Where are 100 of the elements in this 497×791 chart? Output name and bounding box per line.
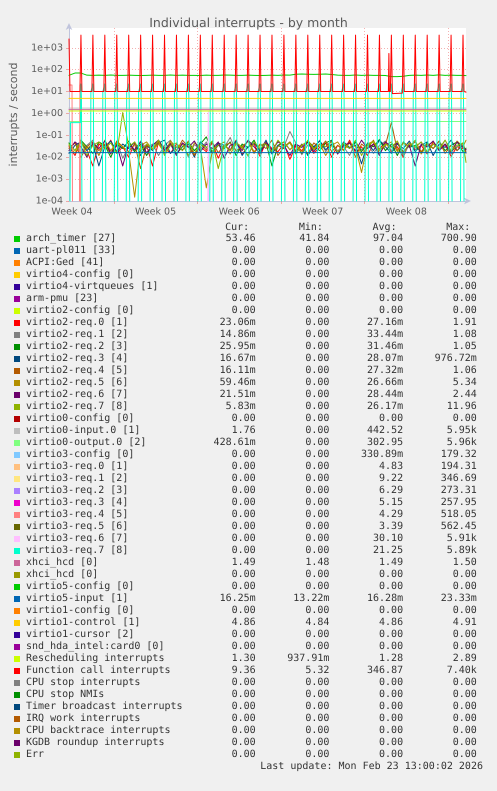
text: 0.00 bbox=[305, 569, 330, 581]
text: 7.40k bbox=[446, 665, 477, 677]
x-tick-label: Week 04 bbox=[51, 206, 93, 218]
legend-label: virtio1-cursor [2] bbox=[26, 629, 134, 641]
text: 0.00 bbox=[305, 737, 330, 749]
text: 27.16m bbox=[366, 317, 404, 329]
text: 1.30 bbox=[232, 653, 256, 665]
text: 0.00 bbox=[232, 605, 256, 617]
legend-label: virtio5-config [0] bbox=[26, 581, 134, 593]
text: 0.00 bbox=[452, 413, 477, 425]
text: 5.83m bbox=[226, 401, 256, 413]
legend-label: virtio3-req.1 [2] bbox=[26, 473, 128, 485]
text: 3.39 bbox=[379, 521, 404, 533]
text: 0.00 bbox=[232, 257, 256, 269]
text: 0.00 bbox=[379, 569, 404, 581]
legend-label: KGDB roundup interrupts bbox=[26, 737, 164, 749]
text: 5.32 bbox=[305, 665, 330, 677]
legend-label: virtio0-input.0 [1] bbox=[26, 425, 140, 437]
text: 518.05 bbox=[440, 509, 477, 521]
text: 0.00 bbox=[305, 629, 330, 641]
y-tick-label: 1e-01 bbox=[36, 130, 63, 141]
text: 23.06m bbox=[220, 317, 256, 329]
legend-label: virtio3-req.4 [5] bbox=[26, 509, 128, 521]
legend-label: virtio2-req.6 [7] bbox=[26, 389, 128, 401]
legend-label: virtio2-req.3 [4] bbox=[26, 353, 128, 365]
text: 0.00 bbox=[305, 305, 330, 317]
text: 0.00 bbox=[305, 425, 330, 437]
text: 13.22m bbox=[293, 593, 330, 605]
text: 21.51m bbox=[220, 389, 256, 401]
text: 0.00 bbox=[305, 413, 330, 425]
text: 0.00 bbox=[305, 269, 330, 281]
text: 0.00 bbox=[379, 713, 404, 725]
legend-label: virtio1-config [0] bbox=[26, 605, 134, 617]
text: 0.00 bbox=[452, 245, 477, 257]
text: 0.00 bbox=[305, 317, 330, 329]
text: 0.00 bbox=[232, 473, 256, 485]
text: 0.00 bbox=[232, 629, 256, 641]
text: 0.00 bbox=[379, 749, 404, 761]
text: 0.00 bbox=[452, 749, 477, 761]
y-tick-label: 1e+02 bbox=[31, 64, 63, 76]
text: 53.46 bbox=[226, 233, 256, 245]
text: 0.00 bbox=[305, 713, 330, 725]
legend-label: CPU backtrace interrupts bbox=[26, 725, 170, 737]
text: 0.00 bbox=[305, 545, 330, 557]
text: 0.00 bbox=[452, 605, 477, 617]
text: 0.00 bbox=[452, 641, 477, 653]
text: 33.44m bbox=[366, 329, 404, 341]
text: 0.00 bbox=[379, 641, 404, 653]
text: 0.00 bbox=[379, 257, 404, 269]
text: 302.95 bbox=[366, 437, 404, 449]
legend-label: virtio3-config [0] bbox=[26, 449, 134, 461]
legend-label: virtio0-config [0] bbox=[26, 413, 134, 425]
text: 2.44 bbox=[452, 389, 477, 401]
legend-label: virtio1-control [1] bbox=[26, 617, 140, 629]
text: 0.00 bbox=[232, 569, 256, 581]
text: 0.00 bbox=[305, 353, 330, 365]
text: 0.00 bbox=[232, 689, 256, 701]
legend-label: uart-pl011 [33] bbox=[26, 245, 116, 257]
legend-label: CPU stop NMIs bbox=[26, 689, 104, 701]
text: 1.49 bbox=[379, 557, 404, 569]
text: 0.00 bbox=[305, 581, 330, 593]
text: 0.00 bbox=[232, 701, 256, 713]
text: 11.96 bbox=[446, 401, 477, 413]
text: 5.95k bbox=[446, 425, 477, 437]
legend-label: Err bbox=[26, 749, 44, 761]
text: 0.00 bbox=[452, 689, 477, 701]
text: 4.83 bbox=[379, 461, 404, 473]
text: 4.86 bbox=[232, 617, 256, 629]
text: 25.95m bbox=[220, 341, 256, 353]
text: 257.95 bbox=[440, 497, 477, 509]
text: 0.00 bbox=[305, 329, 330, 341]
legend-label: virtio2-req.7 [8] bbox=[26, 401, 128, 413]
legend-label: CPU stop interrupts bbox=[26, 677, 140, 689]
legend-label: virtio3-req.6 [7] bbox=[26, 533, 128, 545]
text: 179.32 bbox=[440, 449, 477, 461]
text: 0.00 bbox=[232, 581, 256, 593]
text: 562.45 bbox=[440, 521, 477, 533]
text: 5.34 bbox=[452, 377, 477, 389]
text: 0.00 bbox=[452, 725, 477, 737]
legend-label: Function call interrupts bbox=[26, 665, 170, 677]
legend-label: virtio3-req.0 [1] bbox=[26, 461, 128, 473]
legend-label: Rescheduling interrupts bbox=[26, 653, 164, 665]
text: 0.00 bbox=[232, 269, 256, 281]
text: 27.32m bbox=[366, 365, 404, 377]
text: 0.00 bbox=[305, 533, 330, 545]
y-tick-label: 1e+01 bbox=[31, 86, 63, 98]
text: 0.00 bbox=[379, 293, 404, 305]
text: 4.29 bbox=[379, 509, 404, 521]
legend-label: virtio2-req.2 [3] bbox=[26, 341, 128, 353]
text: 0.00 bbox=[305, 641, 330, 653]
text: 26.17m bbox=[366, 401, 404, 413]
text: 0.00 bbox=[305, 461, 330, 473]
legend-label: virtio2-req.0 [1] bbox=[26, 317, 128, 329]
text: 1.08 bbox=[452, 329, 477, 341]
text: 1.91 bbox=[452, 317, 477, 329]
text: 0.00 bbox=[232, 305, 256, 317]
text: 0.00 bbox=[452, 701, 477, 713]
text: 0.00 bbox=[305, 689, 330, 701]
text: 0.00 bbox=[305, 677, 330, 689]
legend-label: virtio3-req.2 [3] bbox=[26, 485, 128, 497]
